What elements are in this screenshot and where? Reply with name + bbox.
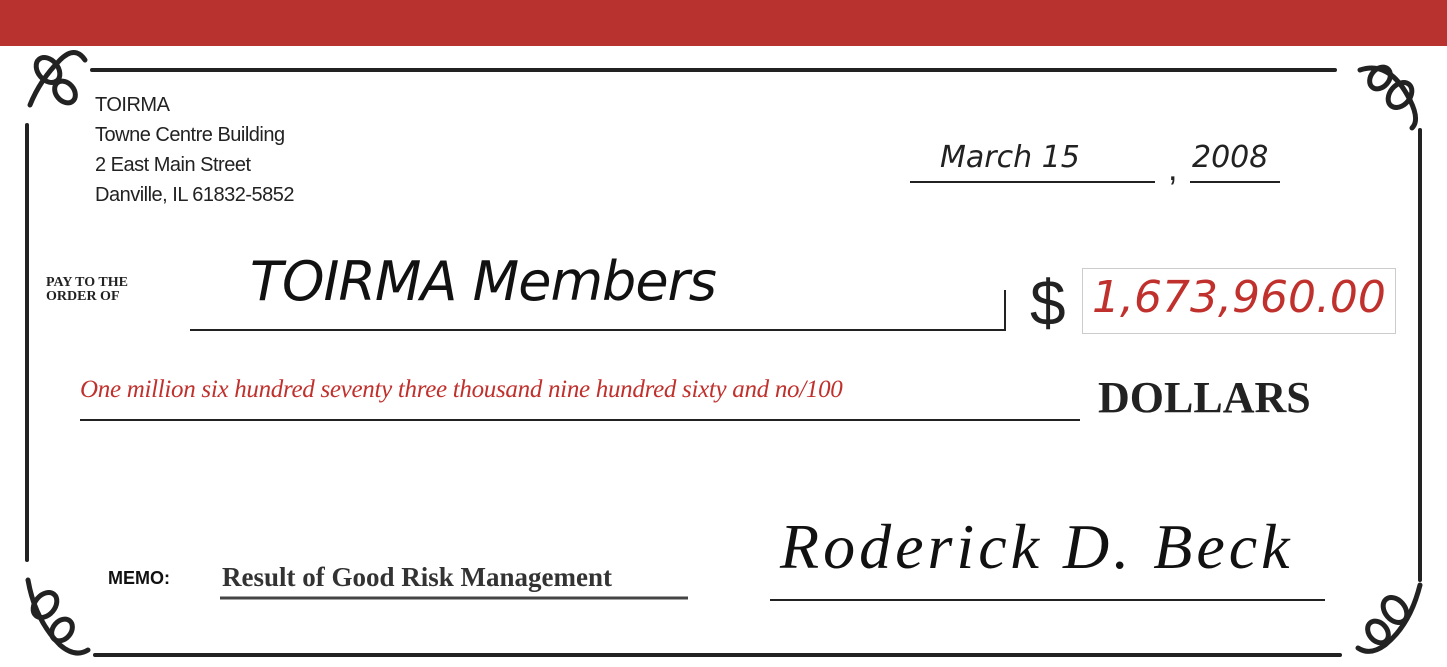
amount-figure: 1,673,960.00 (1092, 272, 1386, 323)
issuer-line: Towne Centre Building (95, 120, 294, 150)
issuer-line: TOIRMA (95, 90, 294, 120)
memo-label: MEMO: (108, 568, 170, 589)
corner-ornament (1358, 585, 1420, 651)
payee: TOIRMA Members (250, 250, 716, 313)
signature: Roderick D. Beck (780, 510, 1294, 584)
corner-ornament (28, 580, 88, 653)
pay-to-label: PAY TO THE ORDER OF (46, 276, 128, 304)
written-amount: One million six hundred seventy three th… (80, 376, 842, 404)
page: {"issuer": {"lines": ["TOIRMA", "Towne C… (0, 0, 1447, 667)
issuer-line: Danville, IL 61832-5852 (95, 180, 294, 210)
corner-ornament (1360, 63, 1417, 128)
corner-ornament (30, 53, 85, 107)
date-year: 2008 (1192, 140, 1268, 175)
memo-text: Result of Good Risk Management (222, 562, 612, 593)
date-month-day: March 15 (940, 140, 1080, 175)
date-separator: , (1168, 150, 1177, 189)
issuer-address: TOIRMA Towne Centre Building 2 East Main… (95, 90, 294, 210)
amount-unit: DOLLARS (1098, 372, 1311, 423)
pay-to-label-line: ORDER OF (46, 290, 128, 304)
currency-symbol: $ (1030, 266, 1066, 340)
pay-to-label-line: PAY TO THE (46, 276, 128, 290)
issuer-line: 2 East Main Street (95, 150, 294, 180)
